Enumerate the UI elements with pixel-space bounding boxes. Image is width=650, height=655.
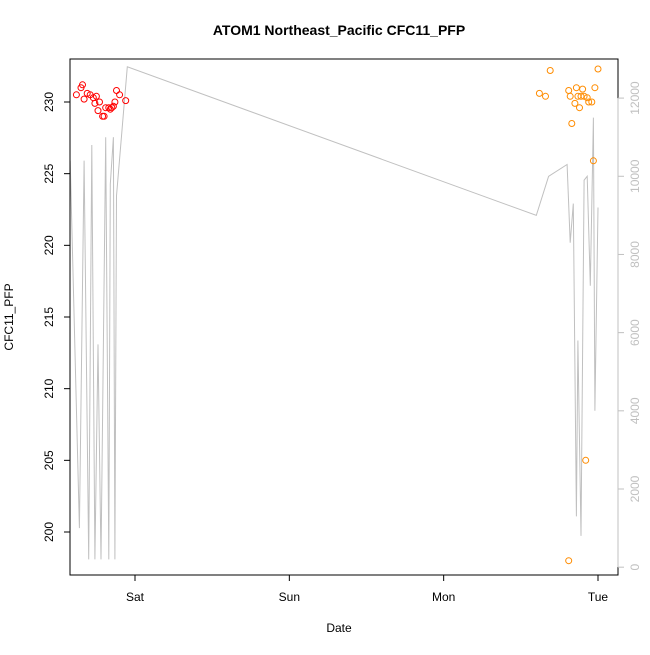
data-point <box>588 98 596 106</box>
data-point <box>80 95 88 103</box>
x-tick-label: Tue <box>588 590 609 604</box>
x-axis: Sat Sun Mon Tue <box>126 574 609 604</box>
data-point <box>546 67 554 74</box>
data-point <box>116 91 124 99</box>
data-point <box>94 107 102 115</box>
data-point <box>583 94 591 102</box>
data-point <box>122 97 130 105</box>
y2-tick-label: 6000 <box>628 319 642 346</box>
data-point <box>565 557 573 565</box>
y2-tick-label: 4000 <box>628 397 642 424</box>
data-point <box>576 104 583 112</box>
x-tick-label: Sun <box>279 590 300 604</box>
y-tick-label: 215 <box>42 307 56 327</box>
y-tick-label: 220 <box>42 235 56 255</box>
data-point <box>591 84 599 92</box>
data-point <box>113 87 120 94</box>
data-point <box>105 104 113 112</box>
y2-tick-label: 12000 <box>628 81 642 115</box>
data-point <box>535 89 543 97</box>
data-point <box>91 99 99 107</box>
y2-tick-label: 0 <box>628 564 642 571</box>
data-point <box>111 98 119 106</box>
y-axis: 200 205 210 215 220 225 230 <box>42 92 71 542</box>
data-point <box>566 92 574 100</box>
data-point <box>542 92 549 100</box>
data-point <box>594 65 602 73</box>
y2-tick-label: 8000 <box>628 241 642 268</box>
data-point <box>571 99 579 107</box>
data-points-layer <box>72 65 602 565</box>
data-point <box>96 98 103 106</box>
altitude-line <box>69 66 599 560</box>
y-tick-label: 205 <box>42 450 56 470</box>
data-point <box>100 112 108 120</box>
data-point <box>579 85 587 93</box>
chart-title: ATOM1 Northeast_Pacific CFC11_PFP <box>213 22 465 38</box>
data-point <box>565 87 573 94</box>
data-point <box>582 456 590 464</box>
altitude-line-layer <box>69 66 599 560</box>
y2-tick-label: 10000 <box>628 159 642 193</box>
x-tick-label: Sat <box>126 590 145 604</box>
y-tick-label: 210 <box>42 378 56 398</box>
y2-tick-label: 2000 <box>628 475 642 502</box>
data-point <box>72 91 80 99</box>
y-tick-label: 225 <box>42 163 56 183</box>
y-tick-label: 200 <box>42 522 56 542</box>
data-point <box>589 157 597 165</box>
data-point <box>568 120 576 127</box>
data-point <box>109 102 117 110</box>
data-point <box>585 98 593 106</box>
plot-frame <box>69 58 619 576</box>
data-point <box>108 104 116 112</box>
y-tick-label: 230 <box>42 92 56 112</box>
data-point <box>79 81 86 89</box>
x-axis-label: Date <box>326 621 352 635</box>
data-point <box>92 92 100 100</box>
y-axis-label: CFC11_PFP <box>2 283 16 350</box>
data-point <box>572 84 580 92</box>
x-tick-label: Mon <box>432 590 455 604</box>
secondary-y-axis: 0 2000 4000 6000 8000 10000 12000 <box>617 81 642 571</box>
